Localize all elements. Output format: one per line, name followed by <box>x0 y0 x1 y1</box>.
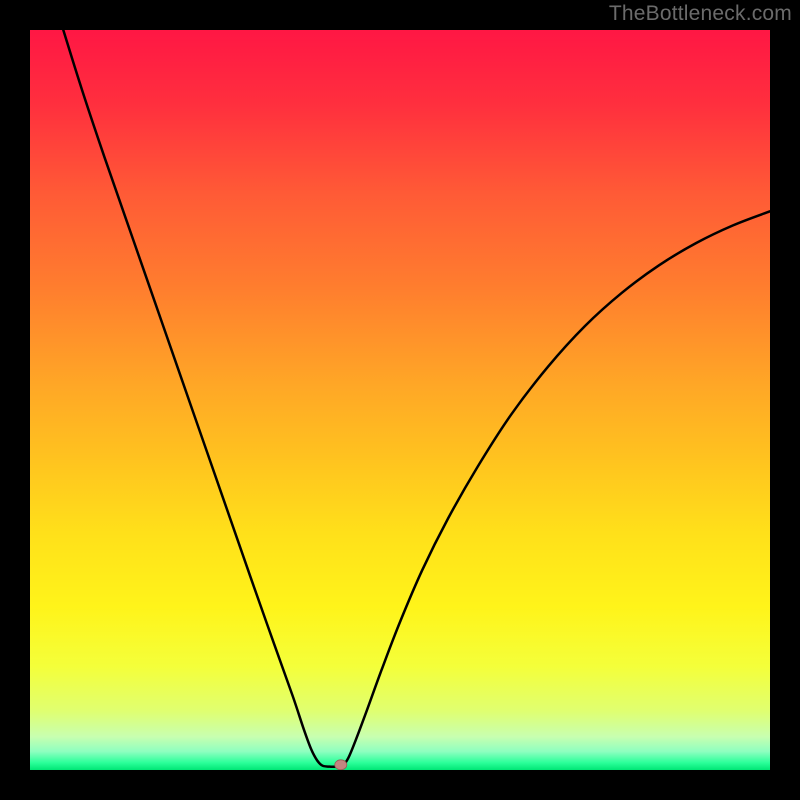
plot-area <box>30 30 770 770</box>
chart-background <box>30 30 770 770</box>
bottleneck-curve-chart <box>30 30 770 770</box>
chart-frame: TheBottleneck.com <box>0 0 800 800</box>
watermark-text: TheBottleneck.com <box>609 2 792 26</box>
optimal-point-marker <box>335 760 347 770</box>
